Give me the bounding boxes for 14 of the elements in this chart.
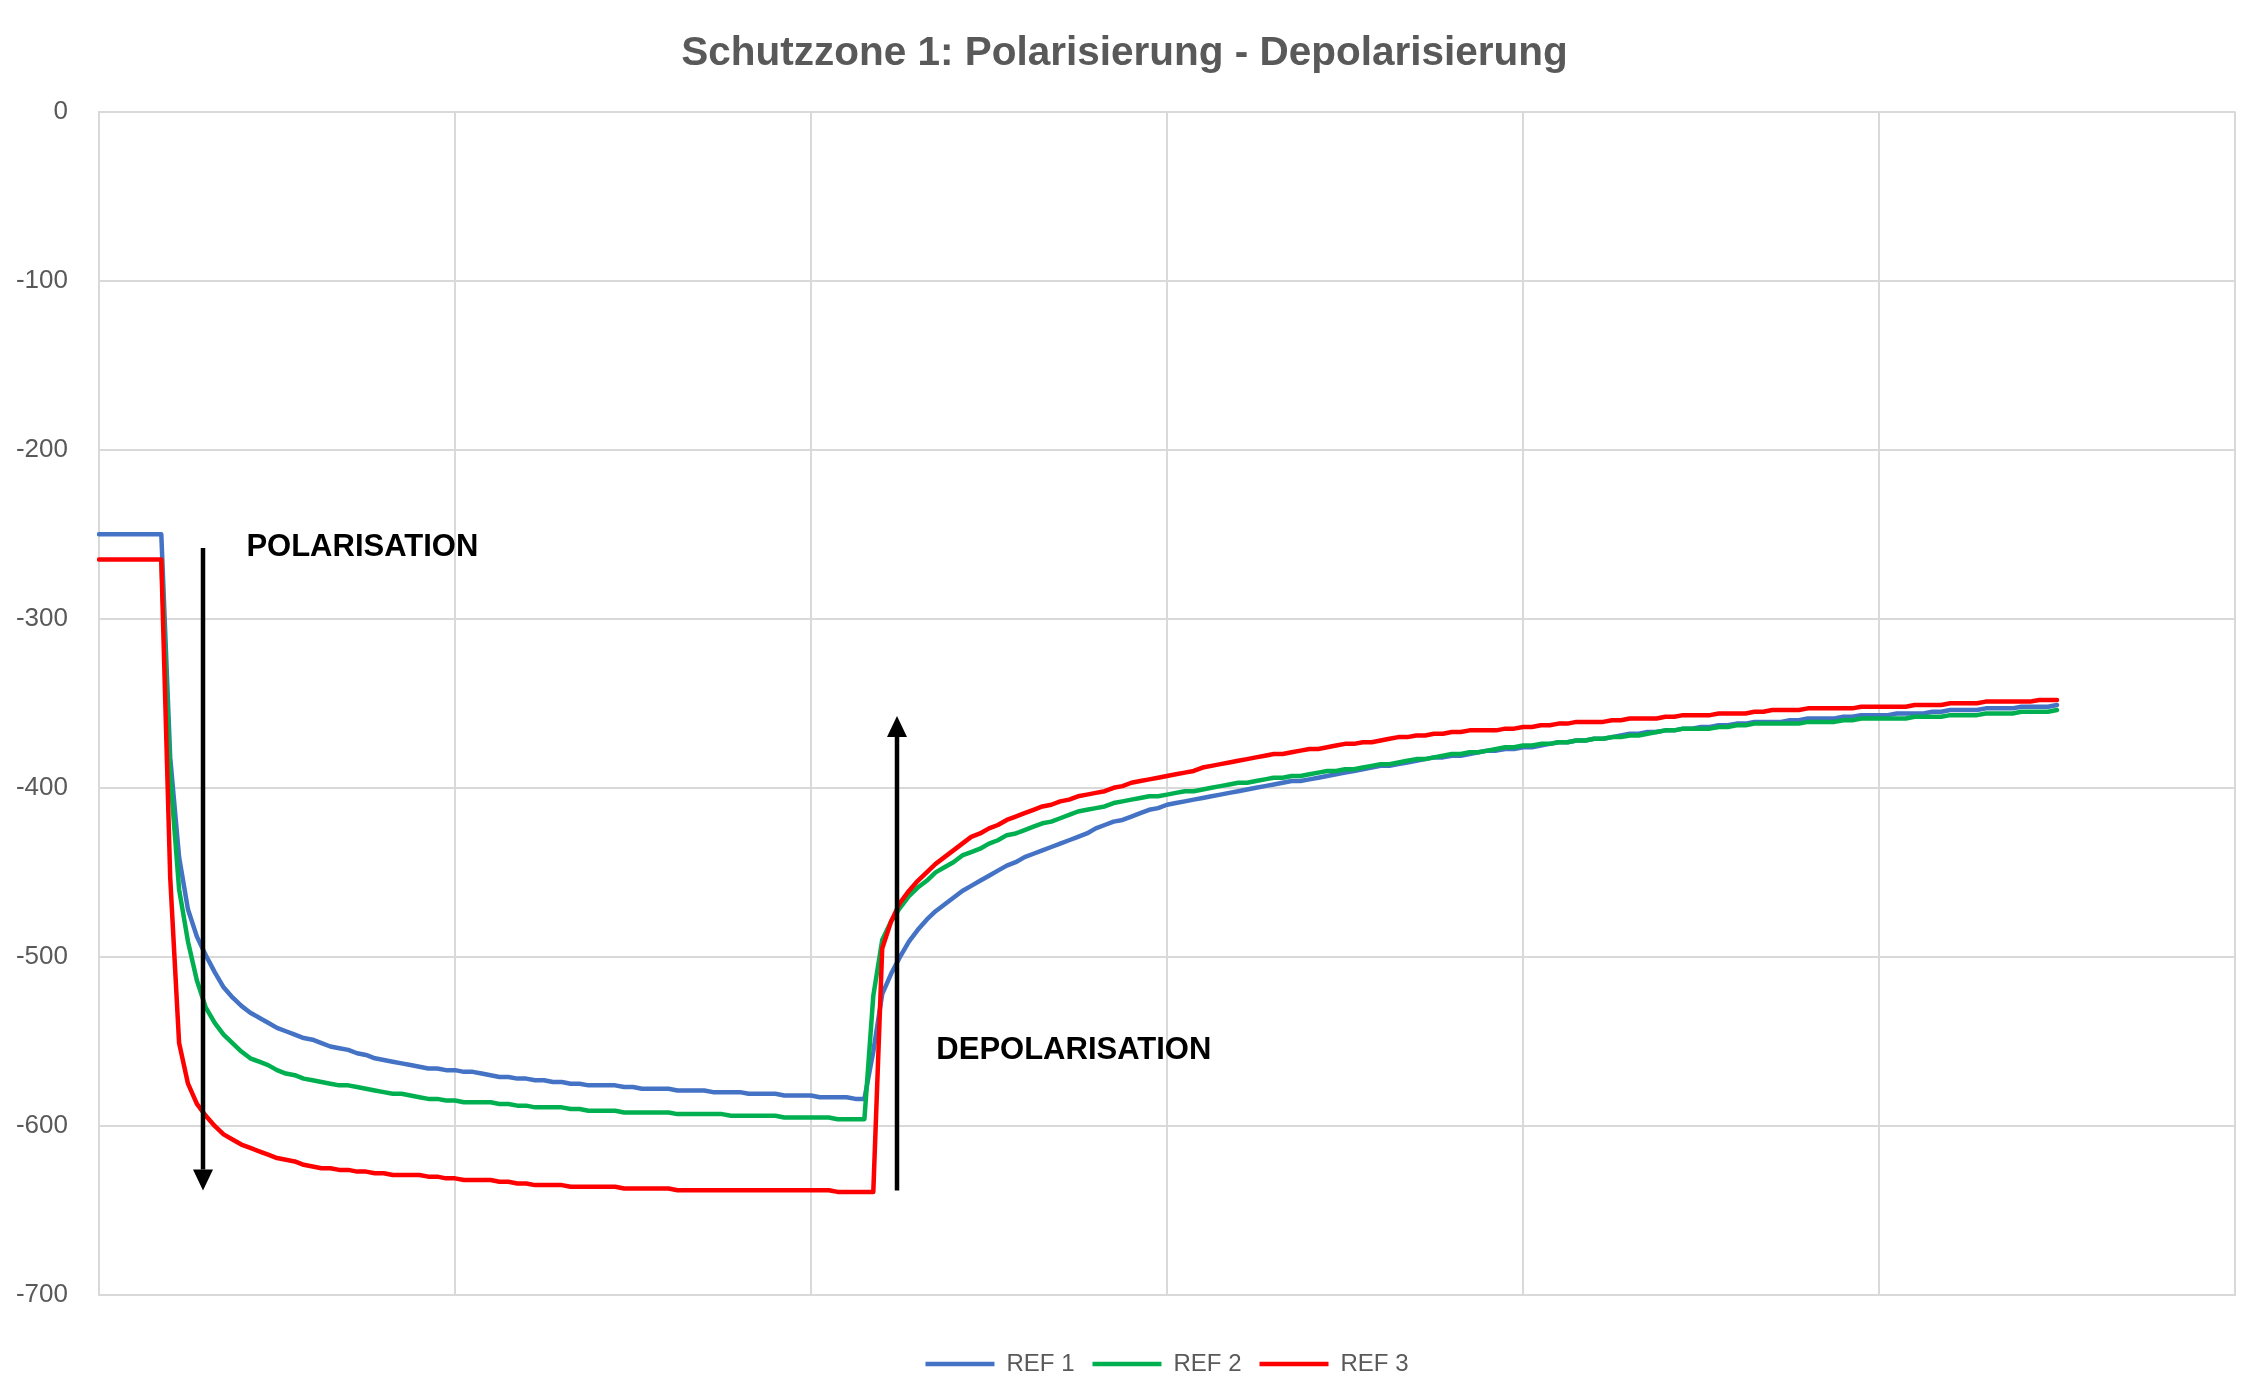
y-tick-label: -100 [15, 263, 68, 294]
annotation: DEPOLARISATION [936, 1030, 1212, 1066]
legend-label: REF 3 [1340, 1348, 1409, 1376]
y-tick-label: 0 [53, 94, 68, 125]
y-tick-label: -600 [15, 1109, 68, 1140]
y-tick-label: -300 [15, 601, 68, 632]
y-tick-label: -700 [15, 1278, 68, 1309]
legend-label: REF 1 [1006, 1348, 1075, 1376]
chart-title: Schutzzone 1: Polarisierung - Depolarisierung [681, 28, 1568, 75]
legend-label: REF 2 [1173, 1348, 1242, 1376]
y-tick-label: -200 [15, 432, 68, 463]
annotation: POLARISATION [246, 528, 479, 564]
y-tick-label: -400 [15, 771, 68, 801]
y-tick-label: -500 [15, 940, 68, 971]
